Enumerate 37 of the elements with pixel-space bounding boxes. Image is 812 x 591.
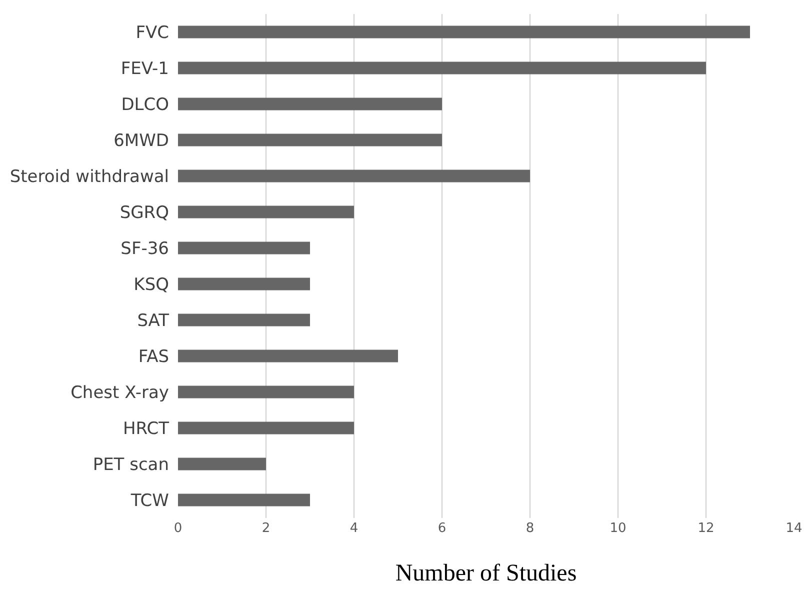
bar bbox=[178, 350, 398, 362]
y-tick-label: HRCT bbox=[122, 418, 170, 439]
bar bbox=[178, 134, 442, 146]
bar bbox=[178, 206, 354, 218]
x-tick-label: 12 bbox=[698, 521, 714, 536]
bar bbox=[178, 422, 354, 434]
y-tick-label: Chest X-ray bbox=[70, 382, 169, 403]
x-tick-label: 0 bbox=[174, 521, 182, 536]
y-tick-label: PET scan bbox=[92, 454, 169, 475]
y-tick-label: FEV-1 bbox=[120, 58, 169, 79]
x-tick-label: 10 bbox=[610, 521, 626, 536]
bar bbox=[178, 458, 266, 470]
bar bbox=[178, 278, 310, 290]
y-tick-label: TCW bbox=[130, 490, 170, 511]
x-tick-label: 14 bbox=[786, 521, 802, 536]
bar bbox=[178, 98, 442, 110]
y-tick-label: DLCO bbox=[121, 94, 169, 115]
y-tick-label: Steroid withdrawal bbox=[10, 166, 169, 187]
x-axis-title: Number of Studies bbox=[395, 560, 577, 586]
y-tick-label: SGRQ bbox=[120, 202, 169, 223]
bar bbox=[178, 242, 310, 254]
x-tick-label: 8 bbox=[526, 521, 534, 536]
y-tick-label: SAT bbox=[137, 310, 170, 331]
bar bbox=[178, 62, 706, 74]
y-tick-label: KSQ bbox=[134, 274, 169, 295]
bar bbox=[178, 386, 354, 398]
y-tick-label: FVC bbox=[136, 22, 169, 43]
x-tick-label: 6 bbox=[438, 521, 446, 536]
y-tick-label: 6MWD bbox=[114, 130, 169, 151]
x-tick-label: 4 bbox=[350, 521, 358, 536]
y-tick-label: FAS bbox=[138, 346, 169, 367]
bar bbox=[178, 314, 310, 326]
y-tick-label: SF-36 bbox=[120, 238, 169, 259]
bar bbox=[178, 494, 310, 506]
bar bbox=[178, 170, 530, 182]
x-tick-label: 2 bbox=[262, 521, 270, 536]
bar bbox=[178, 26, 750, 38]
